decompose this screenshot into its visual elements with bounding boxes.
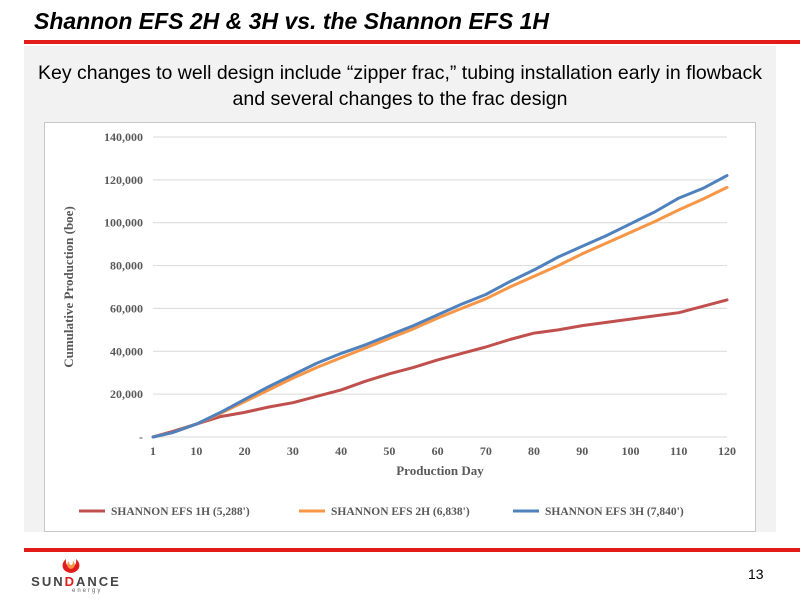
series-line-2 <box>151 185 729 439</box>
legend-label: SHANNON EFS 1H (5,288') <box>111 506 250 518</box>
footer-rule <box>24 548 800 552</box>
y-tick-label: - <box>139 430 143 444</box>
x-tick-label: 90 <box>576 444 588 458</box>
x-tick-label: 100 <box>622 444 640 458</box>
cumulative-production-chart: - 20,000 40,000 60,000 80,000 100,000 120,000 1… <box>61 130 736 518</box>
x-tick-label: 80 <box>528 444 540 458</box>
x-axis-title: Production Day <box>396 463 484 478</box>
y-tick-label: 80,000 <box>110 259 143 273</box>
legend-label: SHANNON EFS 2H (6,838') <box>331 506 470 518</box>
page-number: 13 <box>748 566 764 582</box>
x-tick-label: 110 <box>670 444 687 458</box>
series-line-1 <box>151 298 729 439</box>
y-tick-label: 20,000 <box>110 387 143 401</box>
legend-entry: SHANNON EFS 2H (6,838') <box>299 506 470 518</box>
logo-subtext: energy <box>72 588 103 594</box>
chart-container: - 20,000 40,000 60,000 80,000 100,000 120,000 1… <box>44 122 756 532</box>
x-tick-label: 20 <box>239 444 251 458</box>
x-tick-label: 60 <box>432 444 444 458</box>
y-tick-label: 120,000 <box>104 173 143 187</box>
y-tick-label: 100,000 <box>104 216 143 230</box>
sun-flame-icon <box>62 559 80 573</box>
logo-wordmark: SUNDANCE <box>31 574 121 589</box>
x-tick-label: 120 <box>718 444 736 458</box>
sundance-logo: SUNDANCE energy <box>26 556 126 596</box>
y-tick-label: 60,000 <box>110 301 143 315</box>
x-tick-label: 10 <box>190 444 202 458</box>
legend-entry: SHANNON EFS 1H (5,288') <box>79 506 250 518</box>
slide-title: Shannon EFS 2H & 3H vs. the Shannon EFS … <box>34 8 550 34</box>
slide-subtitle: Key changes to well design include “zipp… <box>37 62 763 110</box>
title-underline <box>24 40 800 44</box>
y-tick-label: 40,000 <box>110 344 143 358</box>
x-tick-label: 40 <box>335 444 347 458</box>
series-line-3 <box>151 174 729 439</box>
y-axis-title: Cumulative Production (boe) <box>61 206 76 368</box>
x-tick-label: 70 <box>480 444 492 458</box>
legend-label: SHANNON EFS 3H (7,840') <box>545 506 684 518</box>
legend-entry: SHANNON EFS 3H (7,840') <box>513 506 684 518</box>
x-tick-label: 50 <box>383 444 395 458</box>
y-tick-label: 140,000 <box>104 130 143 144</box>
x-tick-label: 30 <box>287 444 299 458</box>
x-tick-label: 1 <box>150 444 156 458</box>
